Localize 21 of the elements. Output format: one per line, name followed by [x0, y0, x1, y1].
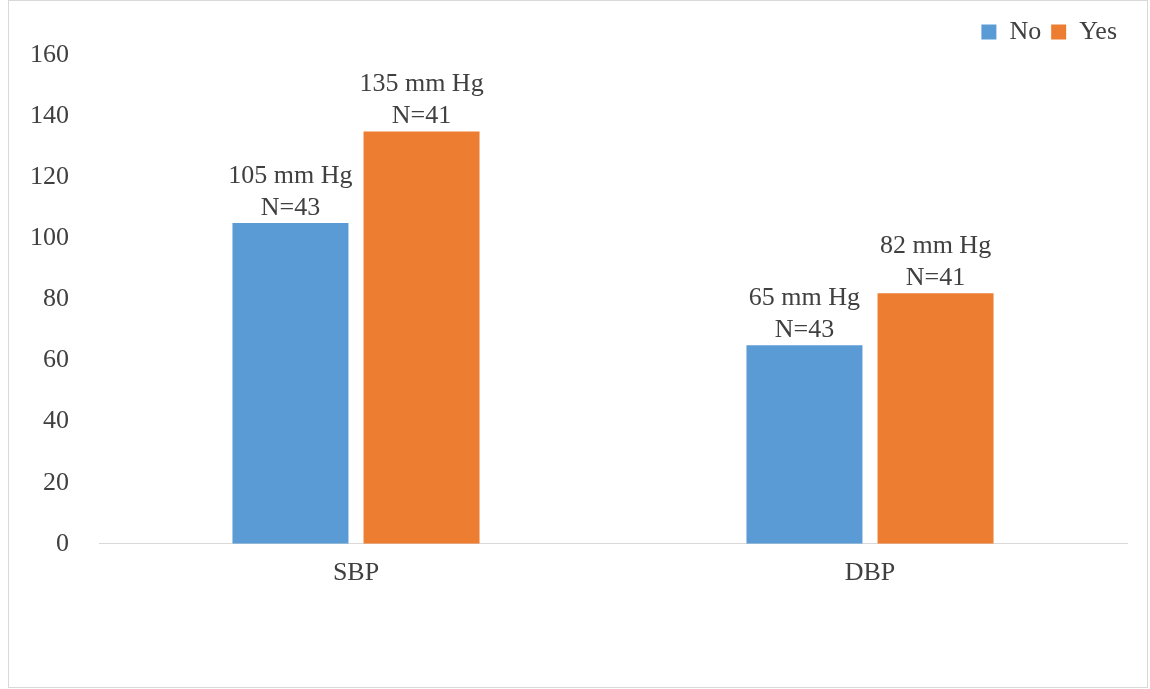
y-tick-label: 140 — [30, 99, 69, 129]
y-tick-label: 0 — [56, 527, 69, 557]
data-label: 82 mm Hg N=41 — [879, 230, 992, 292]
y-tick-label: 60 — [43, 344, 69, 374]
bar — [746, 345, 863, 544]
x-tick-label: SBP — [332, 557, 380, 587]
legend-label: No — [1009, 15, 1042, 45]
y-tick-label: 120 — [30, 161, 69, 191]
x-tick-label: DBP — [844, 557, 896, 587]
y-tick-label: 160 — [30, 38, 69, 68]
data-label: 65 mm Hg N=43 — [748, 282, 861, 344]
bar — [232, 223, 349, 544]
bar — [877, 293, 994, 544]
y-tick-label: 20 — [43, 466, 69, 496]
legend-label: Yes — [1079, 15, 1118, 45]
data-label: 105 mm Hg N=43 — [228, 160, 353, 222]
y-tick-label: 40 — [43, 405, 69, 435]
bar — [363, 131, 480, 544]
data-label: 135 mm Hg N=41 — [359, 68, 484, 130]
y-tick-label: 80 — [43, 283, 69, 313]
y-tick-label: 100 — [30, 222, 69, 252]
